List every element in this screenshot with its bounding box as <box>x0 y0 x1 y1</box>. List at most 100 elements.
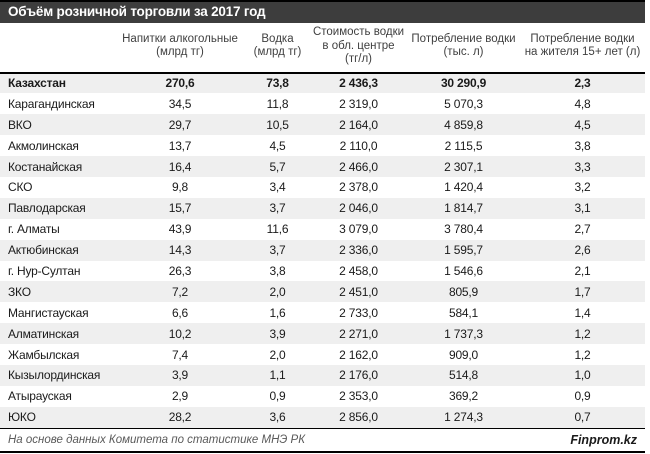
value-cell: 1,2 <box>574 326 591 341</box>
table-row: г. Алматы 43,9 11,6 3 079,0 3 780,4 2,7 <box>0 219 645 240</box>
table-row: Жамбылская 7,4 2,0 2 162,0 909,0 1,2 <box>0 344 645 365</box>
value-cell: 2 271,0 <box>339 326 378 341</box>
value-cell: 3 079,0 <box>339 222 378 237</box>
value-cell: 7,4 <box>171 347 189 362</box>
header-row: Напитки алкогольные (млрд тг) Водка (млрд… <box>0 23 645 73</box>
value-cell: 2 466,0 <box>339 159 378 174</box>
value-cell: 2,0 <box>269 284 286 299</box>
value-cell: 2 436,3 <box>339 76 378 91</box>
region-cell: Костанайская <box>8 159 82 174</box>
value-cell: 10,5 <box>266 117 289 132</box>
value-cell: 2,9 <box>171 389 189 404</box>
value-cell: 13,7 <box>168 138 192 153</box>
table-row: Павлодарская 15,7 3,7 2 046,0 1 814,7 3,1 <box>0 197 645 219</box>
value-cell: 2 336,0 <box>339 243 378 258</box>
value-cell: 3,9 <box>269 326 286 341</box>
value-cell: 1,1 <box>269 368 286 383</box>
value-cell: 28,2 <box>168 410 192 425</box>
value-cell: 514,8 <box>448 368 479 383</box>
value-cell: 2,0 <box>269 347 286 362</box>
value-cell: 1 595,7 <box>444 243 483 258</box>
region-cell: Карагандинская <box>8 96 95 111</box>
value-cell: 3,6 <box>269 410 286 425</box>
value-cell: 2 353,0 <box>339 389 378 404</box>
value-cell: 5,7 <box>269 159 286 174</box>
value-cell: 4,8 <box>574 96 591 111</box>
table-row: Алматинская 10,2 3,9 2 271,0 1 737,3 1,2 <box>0 323 645 345</box>
value-cell: 584,1 <box>448 305 479 320</box>
region-cell: г. Нур-Султан <box>8 263 81 278</box>
value-cell: 3,1 <box>574 201 591 216</box>
table-row: Акмолинская 13,7 4,5 2 110,0 2 115,5 3,8 <box>0 135 645 156</box>
value-cell: 30 290,9 <box>440 76 487 91</box>
region-cell: ВКО <box>8 117 32 132</box>
table-row: ЮКО 28,2 3,6 2 856,0 1 274,3 0,7 <box>0 406 645 428</box>
value-cell: 10,2 <box>168 326 192 341</box>
value-cell: 2 451,0 <box>339 284 378 299</box>
table-row: Костанайская 16,4 5,7 2 466,0 2 307,1 3,3 <box>0 156 645 177</box>
value-cell: 1,4 <box>574 305 591 320</box>
value-cell: 2 162,0 <box>339 347 378 362</box>
value-cell: 0,9 <box>574 389 591 404</box>
value-cell: 2 856,0 <box>339 410 378 425</box>
table-row: Кызылординская 3,9 1,1 2 176,0 514,8 1,0 <box>0 364 645 386</box>
value-cell: 73,8 <box>266 76 289 91</box>
value-cell: 1,6 <box>269 305 286 320</box>
value-cell: 3,7 <box>269 201 286 216</box>
value-cell: 29,7 <box>168 117 192 132</box>
region-cell: Алматинская <box>8 326 79 341</box>
value-cell: 2 110,0 <box>339 138 378 153</box>
value-cell: 2 458,0 <box>339 263 378 278</box>
value-cell: 1 546,6 <box>444 263 483 278</box>
value-cell: 2 319,0 <box>339 96 378 111</box>
column-header-3: Стоимость водки в обл. центре (тг/л) <box>312 26 405 65</box>
value-cell: 3,9 <box>171 368 189 383</box>
region-cell: Казахстан <box>8 76 66 91</box>
region-cell: Мангистауская <box>8 305 89 320</box>
table-row: Карагандинская 34,5 11,8 2 319,0 5 070,3 4,8 <box>0 93 645 114</box>
region-cell: Атырауская <box>8 389 72 404</box>
value-cell: 34,5 <box>168 96 192 111</box>
value-cell: 2 733,0 <box>339 305 378 320</box>
column-header-1: Напитки алкогольные (млрд тг) <box>122 32 238 59</box>
column-header-4: Потребление водки (тыс. л) <box>411 32 516 59</box>
value-cell: 1 420,4 <box>444 180 483 195</box>
table-row: Актюбинская 14,3 3,7 2 336,0 1 595,7 2,6 <box>0 239 645 261</box>
value-cell: 2 307,1 <box>444 159 483 174</box>
table-header: Напитки алкогольные (млрд тг) Водка (млрд… <box>0 23 645 73</box>
footer: На основе данных Комитета по статистике … <box>0 427 645 453</box>
brand-logo-text: Finprom.kz <box>570 432 637 447</box>
value-cell: 805,9 <box>448 284 479 299</box>
value-cell: 270,6 <box>165 76 195 91</box>
value-cell: 11,6 <box>266 222 289 237</box>
column-header-5: Потребление водки на жителя 15+ лет (л) <box>524 32 641 59</box>
value-cell: 3,3 <box>574 159 591 174</box>
table-row: ВКО 29,7 10,5 2 164,0 4 859,8 4,5 <box>0 114 645 136</box>
region-cell: Кызылординская <box>8 368 101 383</box>
value-cell: 2 176,0 <box>339 368 378 383</box>
value-cell: 4,5 <box>269 138 286 153</box>
value-cell: 1 814,7 <box>444 201 483 216</box>
value-cell: 43,9 <box>168 222 192 237</box>
value-cell: 2 115,5 <box>444 138 483 153</box>
value-cell: 2,6 <box>574 243 591 258</box>
value-cell: 2 378,0 <box>339 180 378 195</box>
value-cell: 3,8 <box>269 263 286 278</box>
data-table: Напитки алкогольные (млрд тг) Водка (млрд… <box>0 23 645 428</box>
region-cell: ЗКО <box>8 284 31 299</box>
value-cell: 5 070,3 <box>444 96 483 111</box>
table-row: Атырауская 2,9 0,9 2 353,0 369,2 0,9 <box>0 386 645 407</box>
title-bar: Объём розничной торговли за 2017 год <box>0 0 645 23</box>
region-cell: Акмолинская <box>8 138 79 153</box>
column-header-2: Водка (млрд тг) <box>253 32 302 59</box>
value-cell: 3 780,4 <box>444 222 483 237</box>
table-body: Казахстан 270,6 73,8 2 436,3 30 290,9 2,3 Кара… <box>0 72 645 428</box>
table-row: ЗКО 7,2 2,0 2 451,0 805,9 1,7 <box>0 281 645 303</box>
value-cell: 2 164,0 <box>339 117 378 132</box>
value-cell: 0,9 <box>269 389 286 404</box>
value-cell: 1 274,3 <box>444 410 483 425</box>
region-cell: ЮКО <box>8 410 36 425</box>
value-cell: 1,2 <box>574 347 591 362</box>
table-row: г. Нур-Султан 26,3 3,8 2 458,0 1 546,6 2,1 <box>0 261 645 282</box>
value-cell: 11,8 <box>266 96 289 111</box>
